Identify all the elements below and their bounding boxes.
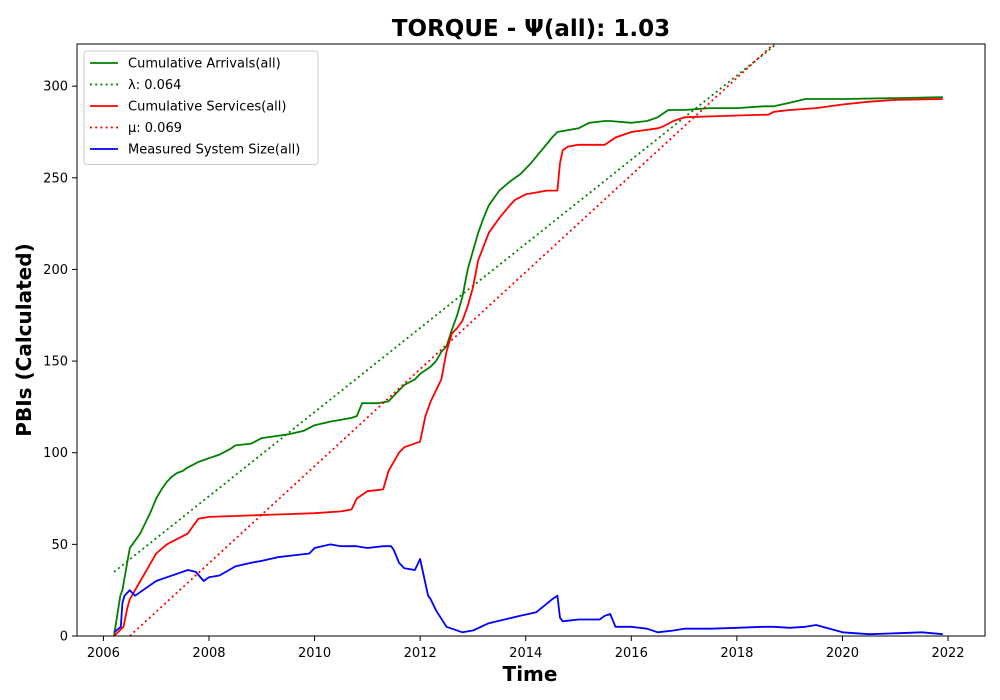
legend-box xyxy=(83,50,319,165)
series-line-3 xyxy=(129,44,775,636)
y-axis: 0 50 100 150 200 250 300 xyxy=(43,80,77,645)
series-line-0 xyxy=(113,96,943,636)
x-tick-label: 2020 xyxy=(826,646,859,661)
y-tick-label: 200 xyxy=(43,263,68,278)
x-tick-label: 2016 xyxy=(615,646,648,661)
y-tick-label: 50 xyxy=(51,538,68,553)
legend-label: Cumulative Arrivals(all) xyxy=(128,57,281,72)
plot-area xyxy=(113,44,943,636)
x-tick-label: 2022 xyxy=(931,646,964,661)
legend-label: λ: 0.064 xyxy=(128,78,181,93)
y-tick-label: 300 xyxy=(43,80,68,95)
chart-title: TORQUE - Ψ(all): 1.03 xyxy=(392,16,670,42)
x-axis-title: Time xyxy=(503,662,558,686)
x-tick-label: 2018 xyxy=(720,646,753,661)
x-tick-label: 2010 xyxy=(298,646,331,661)
series-line-4 xyxy=(113,543,943,636)
plot-frame xyxy=(76,43,986,637)
y-axis-title: PBIs (Calculated) xyxy=(12,243,36,436)
x-tick-label: 2012 xyxy=(404,646,437,661)
legend-label: Measured System Size(all) xyxy=(128,143,300,158)
legend: Cumulative Arrivals(all) λ: 0.064 Cumulati… xyxy=(83,50,319,165)
y-tick-label: 0 xyxy=(60,630,68,645)
x-tick-label: 2006 xyxy=(87,646,120,661)
y-tick-label: 250 xyxy=(43,171,68,186)
series-line-2 xyxy=(113,98,943,636)
series-line-1 xyxy=(113,44,778,573)
y-tick-label: 100 xyxy=(43,446,68,461)
x-tick-label: 2008 xyxy=(192,646,225,661)
y-tick-label: 150 xyxy=(43,355,68,370)
legend-label: Cumulative Services(all) xyxy=(128,100,286,115)
legend-label: μ: 0.069 xyxy=(128,121,182,136)
x-axis: 2006 2008 2010 2012 2014 2016 2018 2020 2022 xyxy=(87,636,965,661)
x-tick-label: 2014 xyxy=(509,646,542,661)
